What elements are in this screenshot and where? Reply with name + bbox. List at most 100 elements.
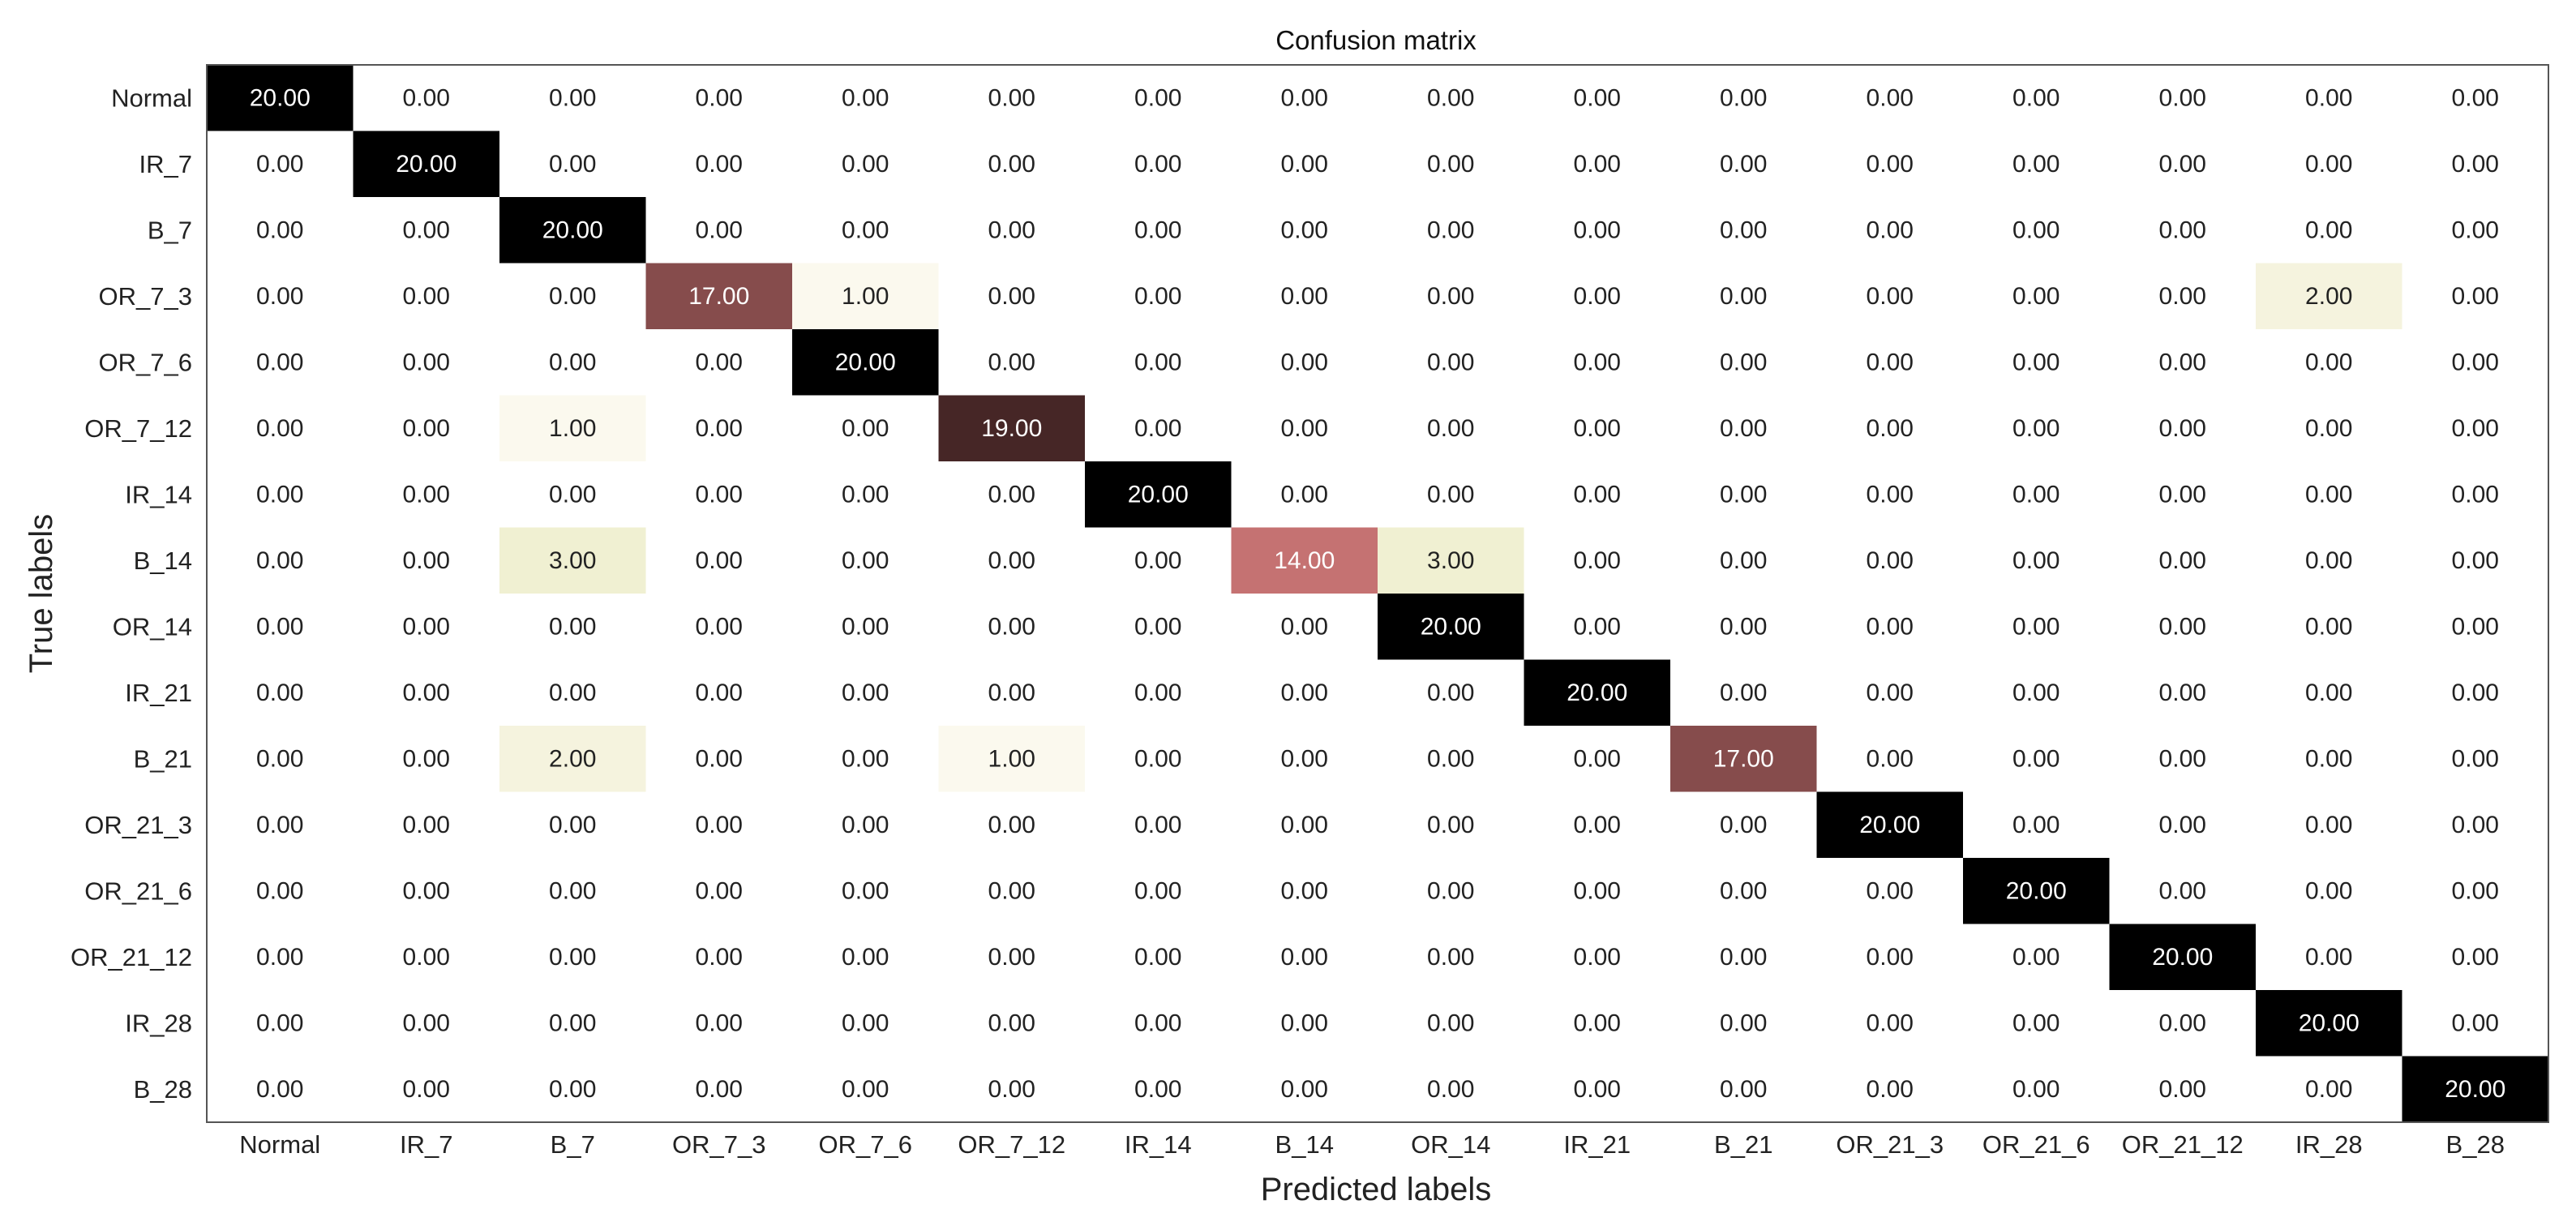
cell-value-label: 2.00 [2305,283,2352,310]
heatmap-cell [645,791,793,859]
cell-value-label: 0.00 [1281,1010,1328,1036]
heatmap-cell [499,858,647,925]
cell-value-label: 0.00 [549,481,596,508]
heatmap-cell [2109,791,2257,859]
heatmap-cell [1963,990,2111,1057]
heatmap-cell [353,131,500,198]
cell-value-label: 20.00 [2006,877,2067,904]
cell-value-label: 0.00 [1281,1076,1328,1103]
heatmap-cell [1963,197,2111,264]
cell-value-label: 0.00 [1574,481,1621,508]
cell-value-label: 0.00 [842,415,889,442]
cell-value-label: 0.00 [2159,877,2206,904]
heatmap-cell [1816,395,1964,462]
cell-value-label: 0.00 [256,415,303,442]
cell-value-label: 0.00 [2012,481,2060,508]
heatmap-cell [645,659,793,727]
cell-value-label: 0.00 [549,151,596,178]
heatmap-cell [792,726,940,793]
cell-value-label: 0.00 [403,877,450,904]
x-tick-label: IR_28 [2295,1130,2363,1159]
heatmap-cell [1378,924,1525,991]
heatmap-cell [1378,858,1525,925]
cell-value-label: 0.00 [2012,1076,2060,1103]
heatmap-cell [353,197,500,264]
heatmap-cell [1816,990,1964,1057]
cell-value-label: 0.00 [1720,812,1767,838]
cell-value-label: 0.00 [842,613,889,640]
heatmap-cell [2402,924,2549,991]
heatmap-cell [1670,527,1818,594]
heatmap-cell [353,659,500,727]
cell-value-label: 0.00 [549,349,596,375]
cell-value-label: 0.00 [549,1010,596,1036]
heatmap-cell [1524,990,1671,1057]
cell-value-label: 0.00 [1867,349,1914,375]
heatmap-cell [353,1056,500,1123]
heatmap-cell [2256,726,2403,793]
heatmap-cell [207,791,354,859]
heatmap-cell [1963,131,2111,198]
heatmap-cell [1816,197,1964,264]
heatmap-cell [2402,858,2549,925]
heatmap-cell [1816,329,1964,397]
cell-value-label: 0.00 [696,745,743,772]
heatmap-cell [1524,329,1671,397]
heatmap-cell [1963,527,2111,594]
cell-value-label: 0.00 [2012,812,2060,838]
heatmap-cell [2256,395,2403,462]
heatmap-cell [207,858,354,925]
cell-value-label: 0.00 [988,216,1035,243]
heatmap-cell [1085,659,1232,727]
cell-value-label: 0.00 [696,1010,743,1036]
heatmap-cell [1963,659,2111,727]
heatmap-cell [499,726,647,793]
heatmap-cell [499,924,647,991]
x-tick-label: OR_14 [1411,1130,1490,1159]
heatmap-cell [207,990,354,1057]
cell-value-label: 0.00 [842,1076,889,1103]
cell-value-label: 0.00 [2452,481,2499,508]
heatmap-cell [1085,726,1232,793]
heatmap-cell [2109,329,2257,397]
y-tick-label: B_21 [134,744,192,773]
heatmap-cell [499,791,647,859]
cell-value-label: 0.00 [1134,812,1181,838]
cell-value-label: 19.00 [981,415,1042,442]
heatmap-cell [1524,1056,1671,1123]
heatmap-cell [645,924,793,991]
cell-value-label: 0.00 [1281,415,1328,442]
heatmap-cell [499,461,647,529]
cell-value-label: 0.00 [2012,283,2060,310]
heatmap-cell [2256,1056,2403,1123]
y-tick-label: OR_7_6 [99,348,192,376]
heatmap-cell [1524,924,1671,991]
heatmap-cell [1231,527,1378,594]
heatmap-cell [353,461,500,529]
cell-value-label: 0.00 [1281,481,1328,508]
cell-value-label: 20.00 [2445,1076,2505,1103]
cell-value-label: 0.00 [2452,877,2499,904]
cell-value-label: 0.00 [1134,547,1181,574]
heatmap-cell [2256,329,2403,397]
heatmap-cell [2109,924,2257,991]
heatmap-cell [645,395,793,462]
x-tick-labels: Normal IR_7 B_7 OR_7_3 OR_7_6 OR_7_12 IR_14 B_1… [239,1130,2505,1159]
cell-value-label: 0.00 [1867,415,1914,442]
cell-value-label: 0.00 [549,283,596,310]
cell-value-label: 0.00 [403,944,450,971]
x-tick-label: OR_7_3 [672,1130,765,1159]
heatmap-cell [353,858,500,925]
heatmap-cell [2402,659,2549,727]
cell-value-label: 0.00 [2012,415,2060,442]
heatmap-cell [1816,263,1964,330]
cell-value-label: 0.00 [256,283,303,310]
cell-value-label: 0.00 [1427,216,1474,243]
cell-value-label: 0.00 [2452,1010,2499,1036]
cell-value-label: 0.00 [1574,613,1621,640]
heatmap-cell [645,527,793,594]
cell-value-label: 0.00 [696,877,743,904]
heatmap-cell [353,395,500,462]
heatmap-cell [2109,65,2257,132]
heatmap-cell [1670,395,1818,462]
